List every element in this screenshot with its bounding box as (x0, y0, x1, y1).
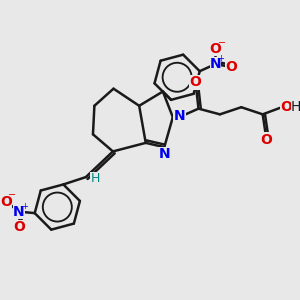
Text: N: N (173, 109, 185, 123)
Text: N: N (13, 205, 25, 219)
Text: O: O (13, 220, 25, 233)
Text: H: H (90, 172, 100, 185)
Text: O: O (190, 75, 202, 89)
Text: +: + (217, 54, 224, 63)
Text: −: − (8, 190, 16, 200)
Text: +: + (21, 202, 28, 211)
Text: O: O (260, 133, 272, 147)
Text: H: H (291, 100, 300, 114)
Text: O: O (209, 42, 221, 56)
Text: N: N (210, 57, 221, 71)
Text: O: O (0, 195, 12, 209)
Text: N: N (158, 147, 170, 161)
Text: O: O (225, 60, 237, 74)
Text: −: − (218, 38, 226, 48)
Text: O: O (280, 100, 292, 114)
